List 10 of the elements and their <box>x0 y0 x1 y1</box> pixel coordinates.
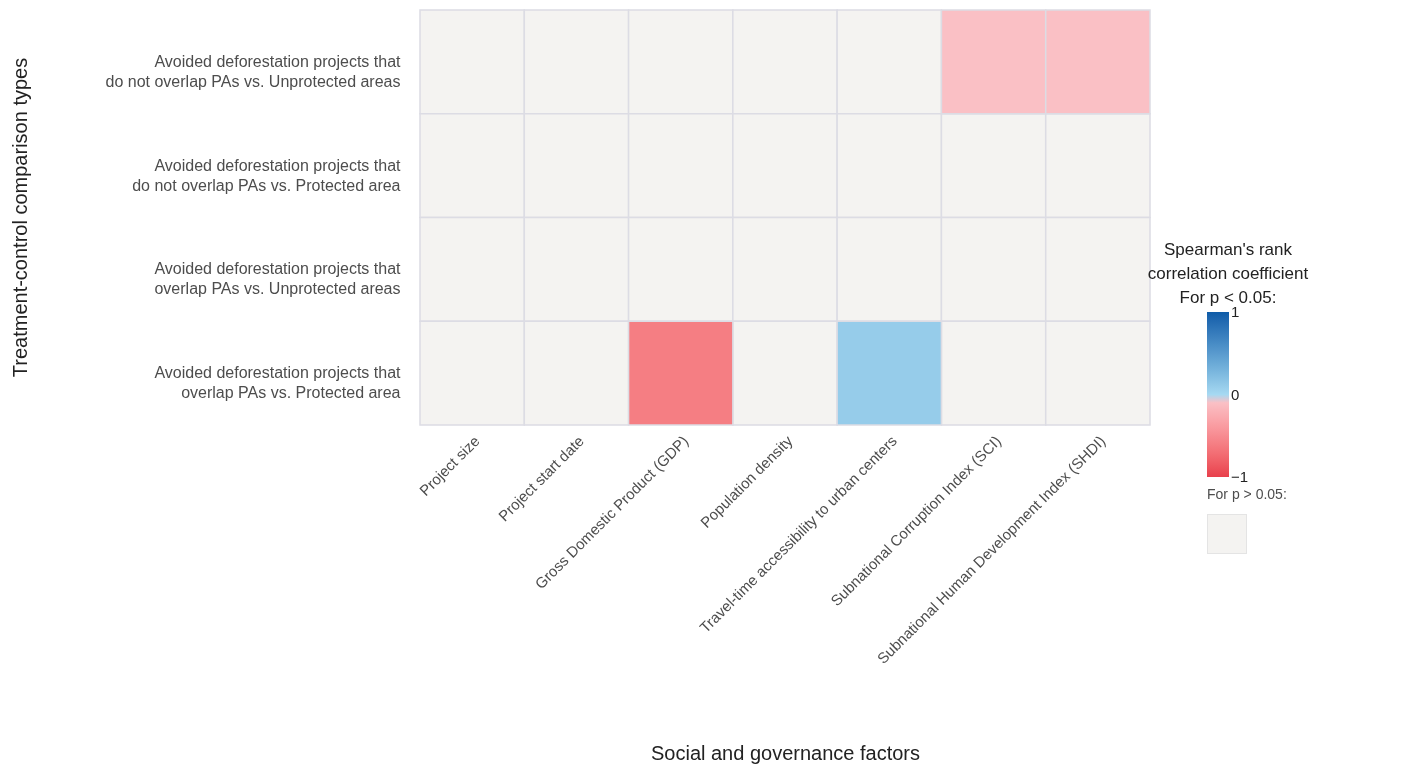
text: For p > 0.05: <box>1207 486 1287 502</box>
y-tick-label: Avoided deforestation projects that do not overlap PAs vs. Protected area <box>132 156 402 194</box>
color-bar-label: 0 <box>1231 385 1240 403</box>
y-axis-title: Treatment-control comparison types <box>8 57 31 378</box>
x-axis-title: Social and governance factors <box>650 741 921 764</box>
legend-title: Spearman's rank correlation coefficient <box>1147 240 1309 283</box>
y-tick-label: Avoided deforestation projects that overlap PAs vs. Unprotected areas <box>154 260 402 298</box>
y-tick-label: Avoided deforestation projects that overlap PAs vs. Protected area <box>154 364 402 402</box>
color-bar-label: −1 <box>1231 468 1249 485</box>
y-tick-label: Avoided deforestation projects that do not overlap PAs vs. Unprotected areas <box>105 52 402 90</box>
